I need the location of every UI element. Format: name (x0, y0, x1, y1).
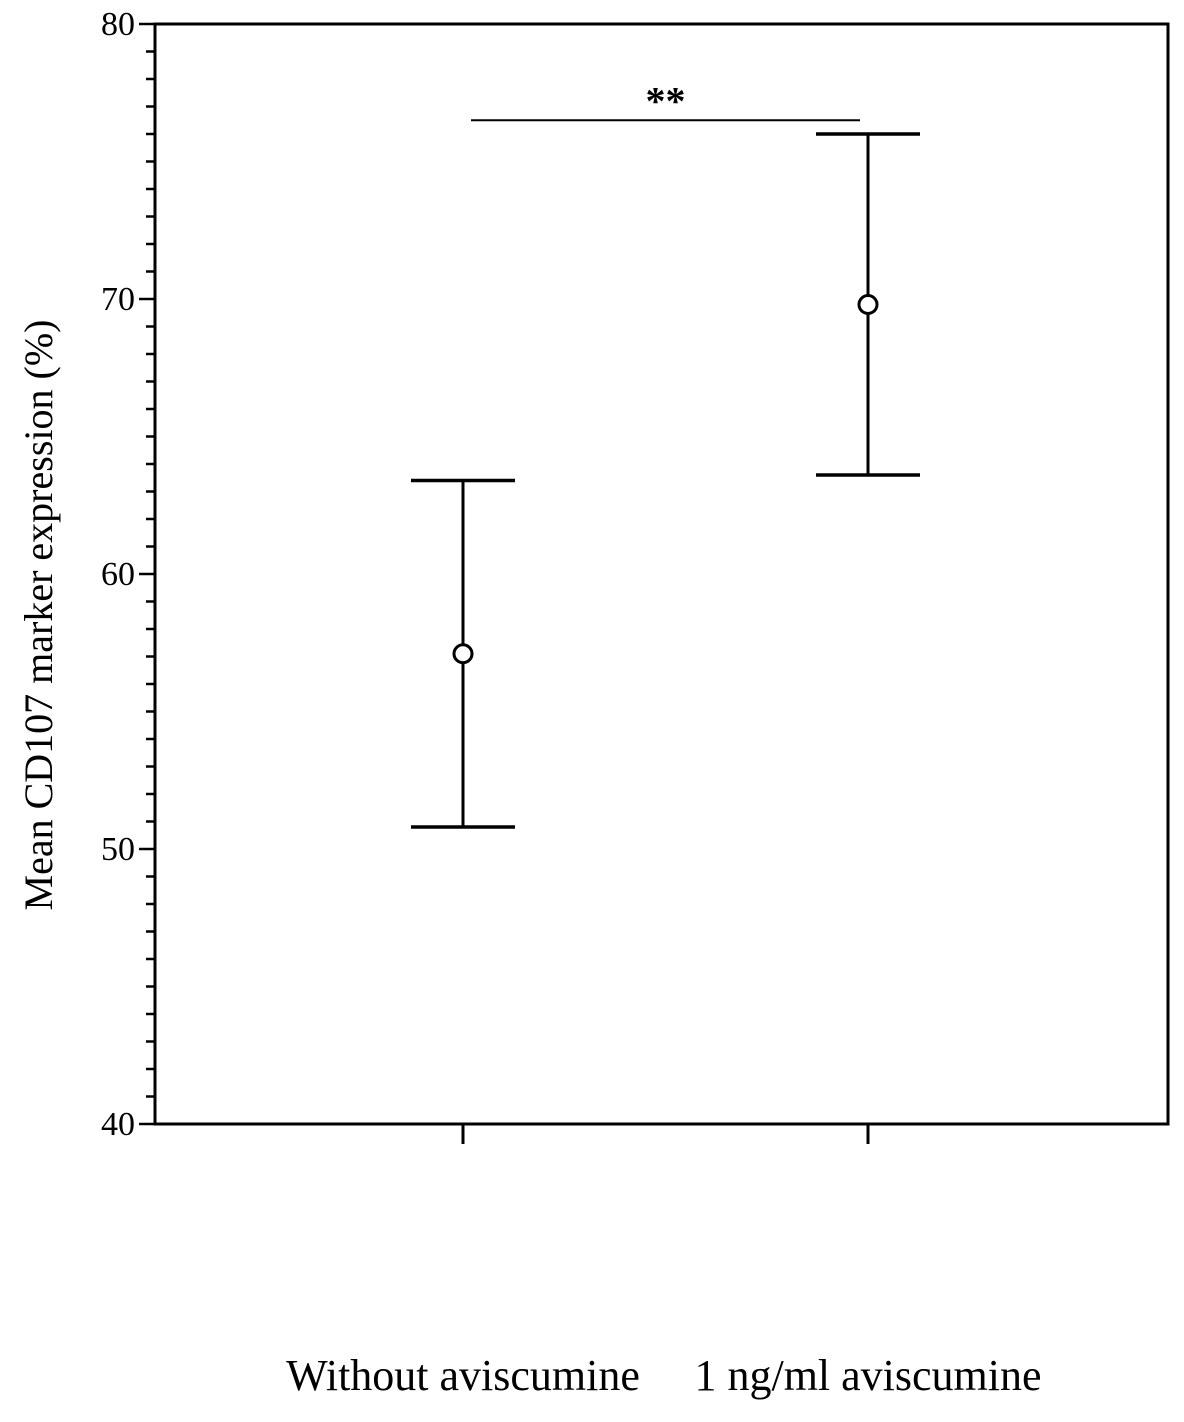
y-axis-ticks: 40 50 60 70 80 (101, 6, 155, 1143)
y-axis-label: Mean CD107 marker expression (%) (16, 320, 61, 911)
x-category-label: 1 ng/ml aviscumine (694, 1351, 1041, 1400)
significance-annotation: ** (471, 78, 860, 123)
y-tick-label: 70 (101, 281, 135, 318)
data-point (452, 643, 474, 665)
y-tick-label: 80 (101, 6, 135, 43)
data-marks (411, 132, 920, 829)
x-category-label: Without aviscumine (286, 1351, 640, 1400)
y-tick-label: 60 (101, 556, 135, 593)
plot-frame (153, 22, 1170, 1126)
significance-label: ** (646, 78, 686, 123)
x-axis-ticks: Without aviscumine 1 ng/ml aviscumine (286, 1124, 1042, 1400)
y-tick-label: 40 (101, 1106, 135, 1143)
y-tick-label: 50 (101, 831, 135, 868)
data-point (857, 294, 879, 315)
